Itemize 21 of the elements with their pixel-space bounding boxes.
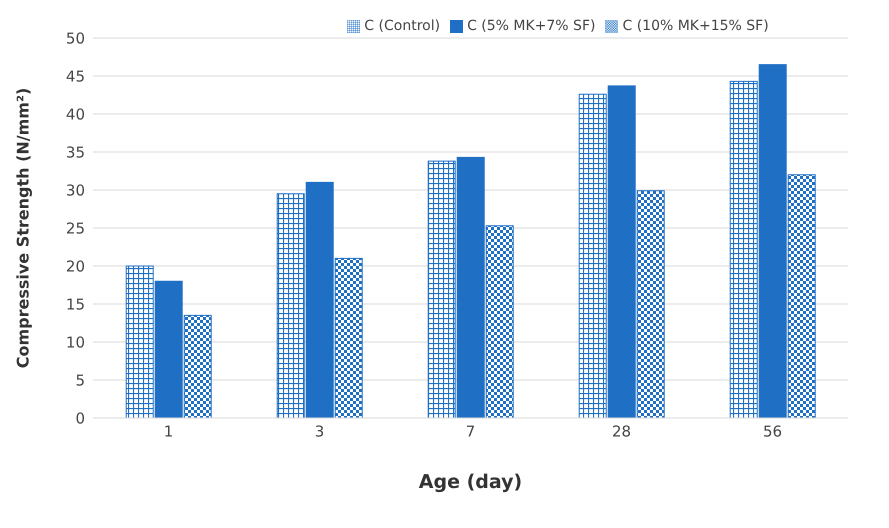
x-tick-label: 7 bbox=[466, 422, 476, 441]
y-axis-title: Compressive Strength (N/mm²) bbox=[14, 88, 33, 368]
y-tick-label: 0 bbox=[75, 409, 85, 428]
legend-label: C (10% MK+15% SF) bbox=[622, 18, 769, 34]
y-tick-label: 50 bbox=[66, 29, 85, 48]
y-tick-label: 30 bbox=[66, 181, 85, 200]
x-tick-label: 28 bbox=[612, 422, 632, 441]
legend-label: C (Control) bbox=[364, 18, 440, 34]
y-tick-label: 20 bbox=[66, 257, 85, 276]
x-axis-title: Age (day) bbox=[418, 471, 522, 493]
y-tick-label: 10 bbox=[66, 333, 85, 352]
legend-label: C (5% MK+7% SF) bbox=[467, 18, 596, 34]
y-tick-label: 15 bbox=[66, 295, 85, 314]
x-tick-label: 56 bbox=[762, 422, 782, 441]
x-tick-label: 3 bbox=[314, 422, 324, 441]
y-tick-label: 35 bbox=[66, 143, 85, 162]
y-tick-label: 25 bbox=[66, 219, 85, 238]
x-tick-label: 1 bbox=[164, 422, 174, 441]
y-tick-label: 5 bbox=[75, 371, 85, 390]
y-tick-label: 45 bbox=[66, 67, 85, 86]
y-tick-label: 40 bbox=[66, 105, 85, 124]
